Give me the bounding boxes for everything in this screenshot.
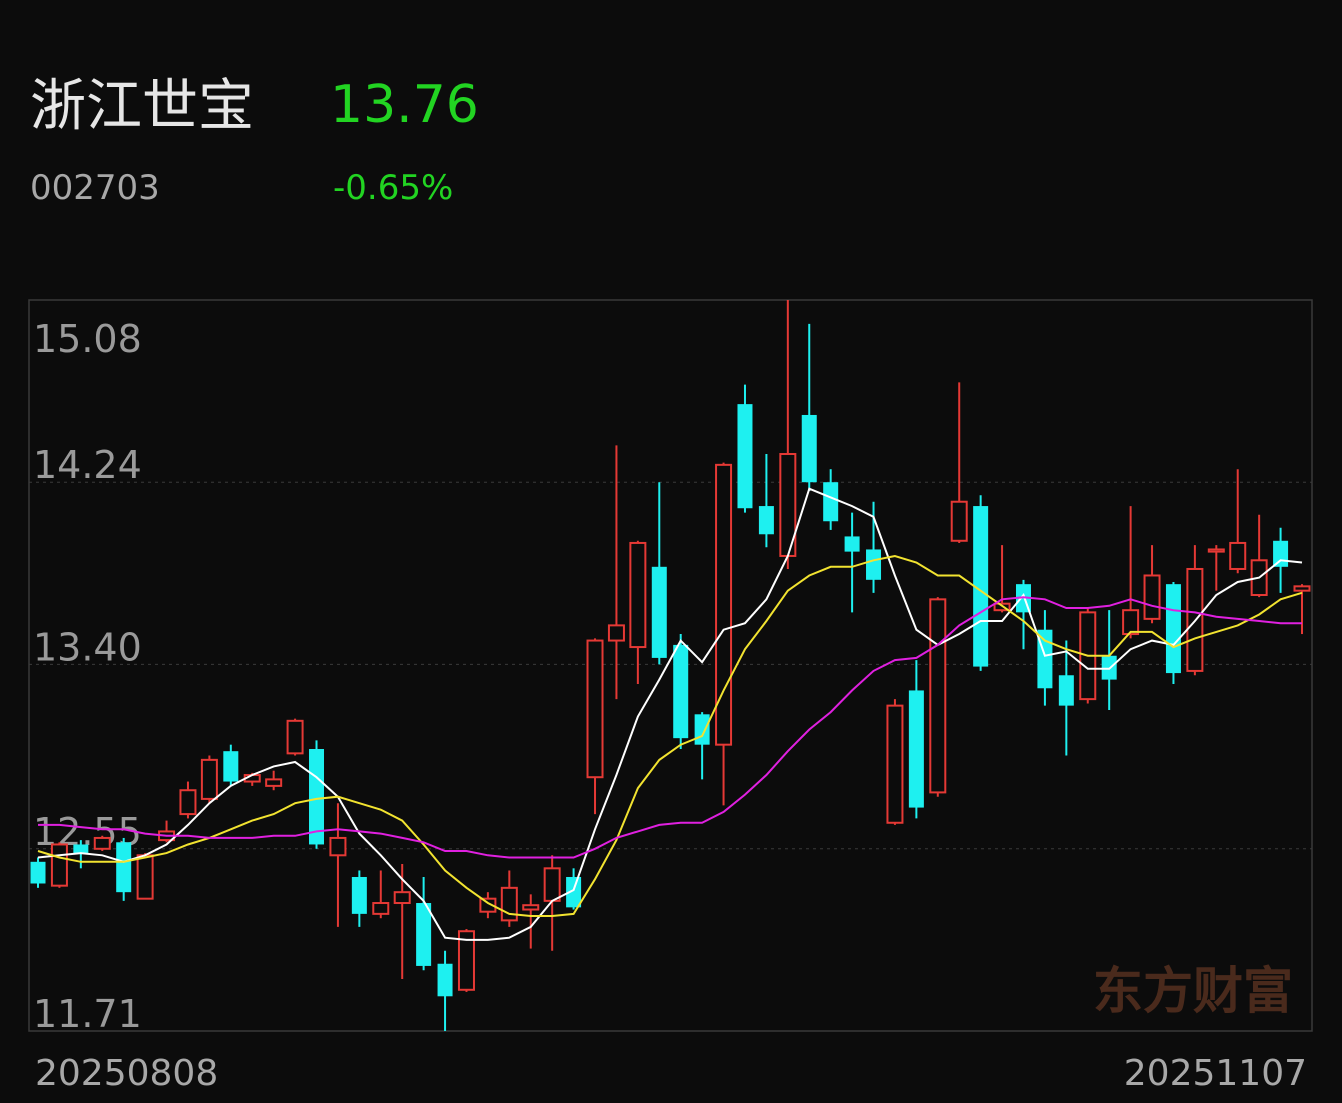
candle-body — [437, 963, 453, 997]
plot-frame — [28, 299, 1313, 1032]
candle-body — [651, 566, 667, 658]
candle-body — [223, 751, 239, 782]
candle-body — [136, 854, 154, 900]
candle-body — [758, 506, 774, 535]
candle-body — [329, 836, 347, 857]
candle-body — [1229, 541, 1247, 570]
candle-body — [30, 861, 46, 884]
moving-average-line — [37, 487, 1303, 941]
candle-body — [393, 891, 411, 905]
y-tick-label: 11.71 — [33, 992, 142, 1036]
candle-body — [1165, 584, 1181, 674]
candle-body — [715, 463, 733, 746]
candle-body — [522, 904, 540, 911]
candle-body — [844, 536, 860, 552]
candle-body — [179, 789, 197, 816]
candle-body — [50, 843, 68, 887]
candle-body — [1207, 548, 1225, 553]
stock-price: 13.76 — [330, 75, 479, 135]
candle-body — [1273, 540, 1289, 567]
candle-body — [737, 404, 753, 509]
candle-body — [200, 758, 218, 800]
stock-name: 浙江世宝 — [30, 74, 254, 139]
candle-body — [543, 867, 561, 902]
y-tick-label: 14.24 — [33, 443, 142, 487]
candle-body — [500, 886, 518, 922]
candle-body — [1293, 585, 1311, 592]
candle-body — [586, 639, 604, 779]
candle-body — [265, 778, 283, 787]
moving-average-line — [37, 554, 1303, 917]
candle-body — [372, 902, 390, 915]
candle-body — [351, 876, 367, 914]
candle-body — [309, 749, 325, 845]
candle-body — [823, 482, 839, 522]
candle-body — [866, 549, 882, 580]
candle-body — [457, 930, 475, 991]
x-tick-label: 20251107 — [1124, 1053, 1307, 1094]
candle-body — [93, 836, 111, 850]
candle-body — [950, 500, 968, 542]
candle-body — [629, 541, 647, 649]
candle-body — [116, 842, 132, 893]
watermark: 东方财富 — [1093, 962, 1293, 1020]
candle-body — [416, 903, 432, 966]
moving-average-line — [38, 596, 1302, 859]
candle-body — [908, 690, 924, 808]
x-tick-label: 20250808 — [35, 1053, 218, 1094]
candle-body — [694, 714, 710, 745]
y-tick-label: 15.08 — [33, 317, 142, 361]
candle-body — [1058, 675, 1074, 706]
candle-body — [607, 624, 625, 642]
candle-body — [479, 897, 497, 913]
candle-body — [286, 719, 304, 755]
candle-body — [929, 598, 947, 794]
candle-body — [973, 506, 989, 667]
candle-body — [1122, 609, 1140, 636]
candle-body — [886, 704, 904, 824]
price-change: -0.65% — [333, 168, 453, 208]
candle-body — [1143, 574, 1161, 620]
y-tick-label: 13.40 — [33, 625, 142, 669]
candle-body — [566, 876, 582, 908]
stock-code: 002703 — [30, 168, 160, 208]
candle-body — [801, 414, 817, 483]
candle-body — [673, 644, 689, 739]
candle-body — [73, 844, 89, 854]
